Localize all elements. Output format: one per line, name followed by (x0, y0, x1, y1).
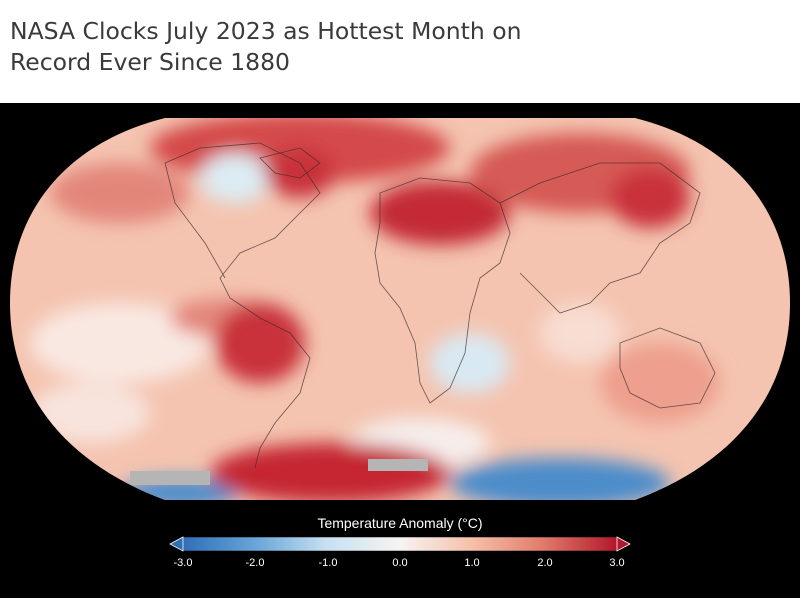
globe-anomaly-field (10, 118, 790, 500)
colorbar-high-arrow (616, 536, 631, 552)
headline-line-1: NASA Clocks July 2023 as Hottest Month o… (10, 17, 522, 45)
colorbar-title: Temperature Anomaly (°C) (317, 515, 483, 531)
colorbar-tick: -2.0 (245, 557, 265, 569)
colorbar-tick: -3.0 (173, 557, 193, 569)
colorbar-tick: 1.0 (464, 557, 480, 569)
headline-line-2: Record Ever Since 1880 (10, 48, 291, 76)
continent-outlines (164, 142, 716, 469)
colorbar (169, 536, 631, 552)
temperature-anomaly-map (10, 118, 790, 552)
colorbar-tick: -1.0 (318, 557, 338, 569)
colorbar-tick: 0.0 (392, 557, 408, 569)
temperature-anomaly-map-panel: Temperature Anomaly (°C) -3.0 -2.0 -1.0 … (0, 103, 800, 598)
antarctica-no-data-patches (130, 459, 428, 485)
colorbar-tick: 2.0 (537, 557, 553, 569)
colorbar-tick: 3.0 (609, 557, 625, 569)
headline: NASA Clocks July 2023 as Hottest Month o… (10, 16, 630, 78)
colorbar-low-arrow (169, 536, 184, 552)
